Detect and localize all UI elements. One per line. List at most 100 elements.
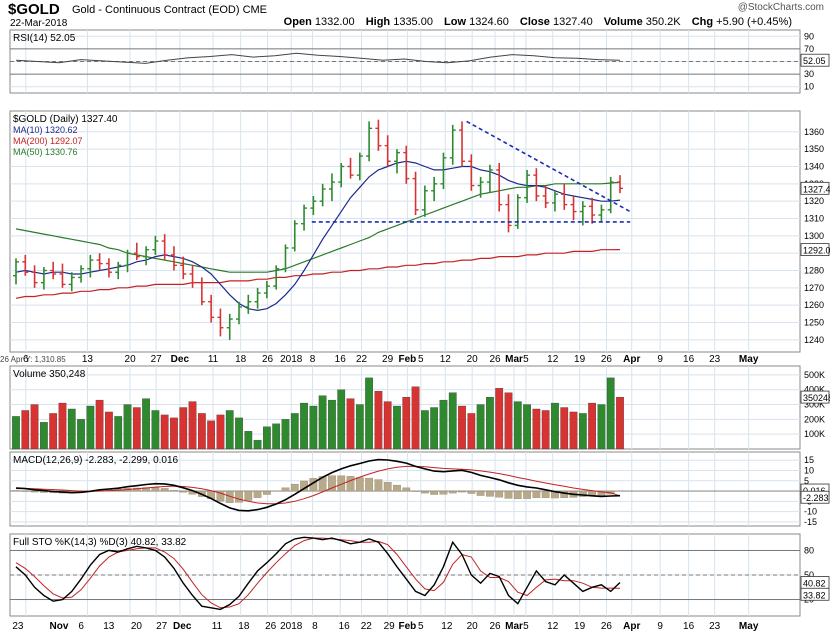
x-tick-label-bottom: 26 [265,621,277,632]
x-tick-label-bottom: 8 [312,621,318,632]
x-tick-label-bottom: 13 [103,621,115,632]
volume-bar [49,413,58,450]
y-tick-label: 1360 [804,127,824,137]
x-tick-label-bottom: 27 [156,621,168,632]
volume-bar [541,410,550,450]
y-tick-label: 1350 [804,144,824,154]
macd-hist-bar [523,490,531,499]
x-tick-label: 12 [440,354,452,365]
volume-bar [58,402,67,450]
y-tick-label: 500K [804,370,825,380]
macd-hist-bar [458,490,466,493]
legend-ma50: MA(50) 1330.76 [13,147,78,157]
volume-value-tag-box [800,390,830,404]
x-tick-label: Mar [505,354,523,365]
x-tick-label-bottom: 12 [547,621,559,632]
volume-bar [337,389,346,450]
x-tick-label-bottom: Dec [173,621,192,632]
macd-hist-bar [253,490,262,498]
macd-hist-bar [495,490,504,498]
macd-hist-bar [290,483,299,492]
volume-bar [597,404,606,450]
x-tick-label-bottom: 2018 [280,621,303,632]
rsi-value-tag-box [800,53,830,67]
x-tick-label: 2018 [280,354,303,365]
open-label: Open [283,16,312,28]
y-tick-label: 1310 [804,213,824,223]
volume-bar [523,404,531,450]
volume-bar [606,377,615,450]
volume-bar [486,396,494,450]
y-tick-label: 15 [804,455,814,465]
y-tick-label: 1320 [804,196,824,206]
volume-bar [420,410,429,450]
high-value: 1335.00 [393,16,433,28]
x-tick-label: 16 [335,354,347,365]
volume-bar [170,417,178,450]
macd-hist-bar [337,475,346,492]
volume-bar [86,405,95,450]
close-value: 1327.40 [552,16,593,28]
macd-hist-bar [12,490,20,492]
y-tick-label: 1260 [804,300,824,310]
x-tick-label-bottom: 23 [12,621,24,632]
volume-bar [448,392,457,450]
x-tick-label-bottom: 26 [489,621,501,632]
macd-hist-bar [486,490,494,497]
macd-hist-bar [504,490,513,499]
y-tick-label: 70 [804,44,814,54]
volume-bar [374,391,383,450]
volume-bar [281,419,290,450]
volume-bar [244,431,253,450]
watermark: @StockCharts.com [737,2,824,13]
x-tick-label-bottom: 18 [238,621,250,632]
chg-value: +5.90 (+0.45%) [716,16,792,28]
y-tick-label: 10 [804,82,814,92]
sto-k-line [15,536,621,611]
volume-bar [458,405,466,450]
macd-hist-bar [179,490,188,493]
macd-hist-bar [439,490,448,495]
x-tick-label-bottom: 6 [78,621,84,632]
x-tick-label-bottom: 20 [131,621,143,632]
sto-d-line [15,537,621,609]
volume-bar [411,386,420,450]
x-tick-label: 22 [356,354,368,365]
x-tick-label: Apr [623,354,640,365]
volume-bar [346,398,355,450]
price-label: $GOLD (Daily) 1327.40 [13,114,118,125]
macd-line [15,458,621,512]
macd-hist-bar [383,482,392,492]
macd-hist-bar [263,490,271,495]
x-tick-label: 6 [23,354,29,365]
last-price-tag-box [800,181,830,195]
volume-bar [12,416,20,450]
macd-hist-bar [244,490,253,501]
y-tick-label: 1270 [804,283,824,293]
close-label: Close [519,16,550,28]
symbol[interactable]: $GOLD [8,1,60,18]
volume-bar [142,398,150,450]
macd-hist-bar [328,475,336,492]
volume-bar [67,408,76,450]
macd-hist-bar [532,490,541,498]
volume-bar [551,402,559,450]
x-tick-label-bottom: Mar [505,621,523,632]
macd-hist-bar [402,487,411,492]
x-tick-label-bottom: Feb [398,621,416,632]
x-tick-label-bottom: 22 [361,621,373,632]
macd-hist-bar [411,490,420,492]
volume-bar [114,416,123,450]
macd-hist-bar [393,484,401,492]
x-tick-label: 5 [523,354,529,365]
price-panel [9,110,801,353]
volume-bar [179,407,188,450]
y-tick-label: 400K [804,385,825,395]
macd-hist-bar [430,490,439,495]
macd-hist-bar [541,490,550,498]
macd-hist-bar [365,477,373,492]
volume-bar [151,410,160,450]
y-tick-label: 100K [804,429,825,439]
legend-ma10: MA(10) 1320.62 [13,125,78,135]
